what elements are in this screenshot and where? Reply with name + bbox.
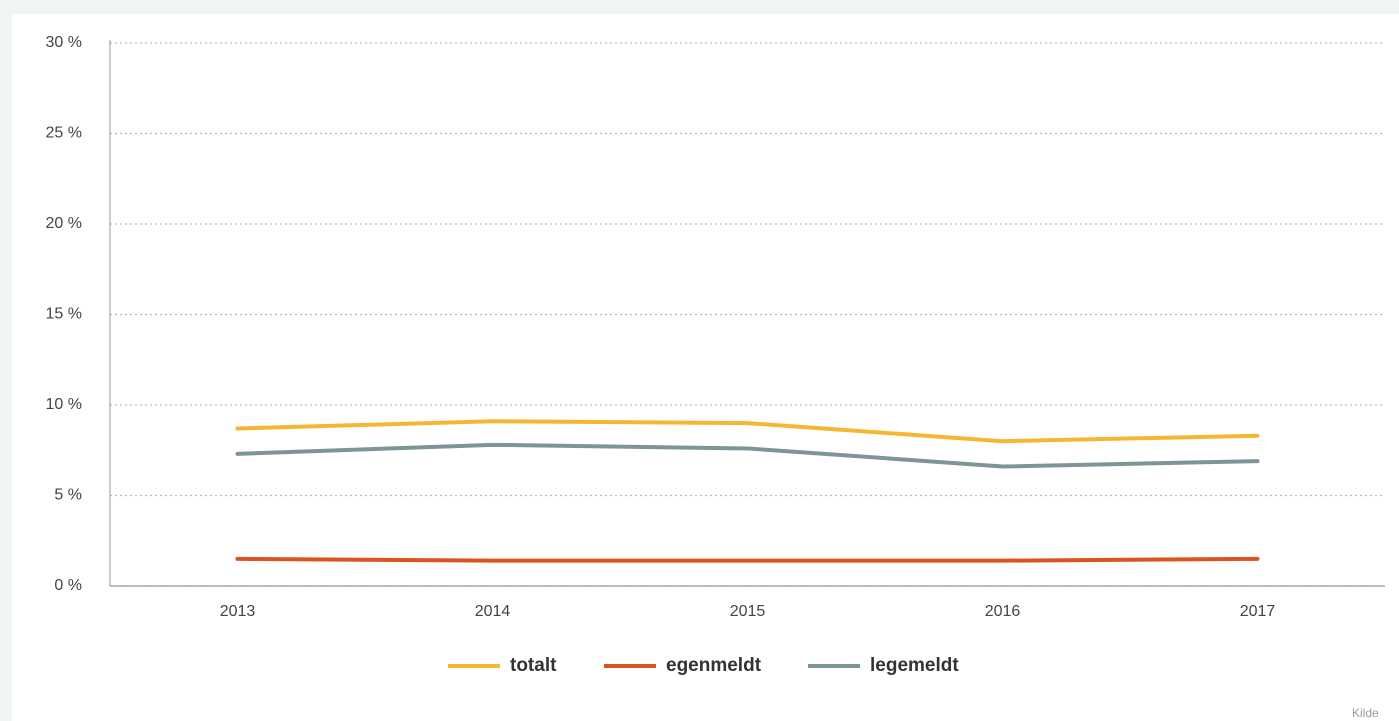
y-tick-label: 15 % [46,306,82,323]
y-tick-label: 5 % [54,487,82,504]
series-line [235,442,1260,469]
legend-label: egenmeldt [666,655,762,676]
legend-label: totalt [510,655,557,676]
y-tick-label: 25 % [46,125,82,142]
panel [12,14,1399,721]
y-tick-label: 30 % [46,34,82,51]
x-tick-label: 2017 [1240,603,1276,620]
y-tick-label: 0 % [54,577,82,594]
series-line [235,556,1260,563]
source: Kilde [1352,706,1379,720]
series-line [235,419,1260,444]
x-tick-label: 2014 [475,603,511,620]
y-tick-label: 20 % [46,215,82,232]
legend-label: legemeldt [870,655,959,676]
y-tick-label: 10 % [46,396,82,413]
x-tick-label: 2016 [985,603,1021,620]
x-tick-label: 2015 [730,603,766,620]
x-tick-label: 2013 [220,603,256,620]
